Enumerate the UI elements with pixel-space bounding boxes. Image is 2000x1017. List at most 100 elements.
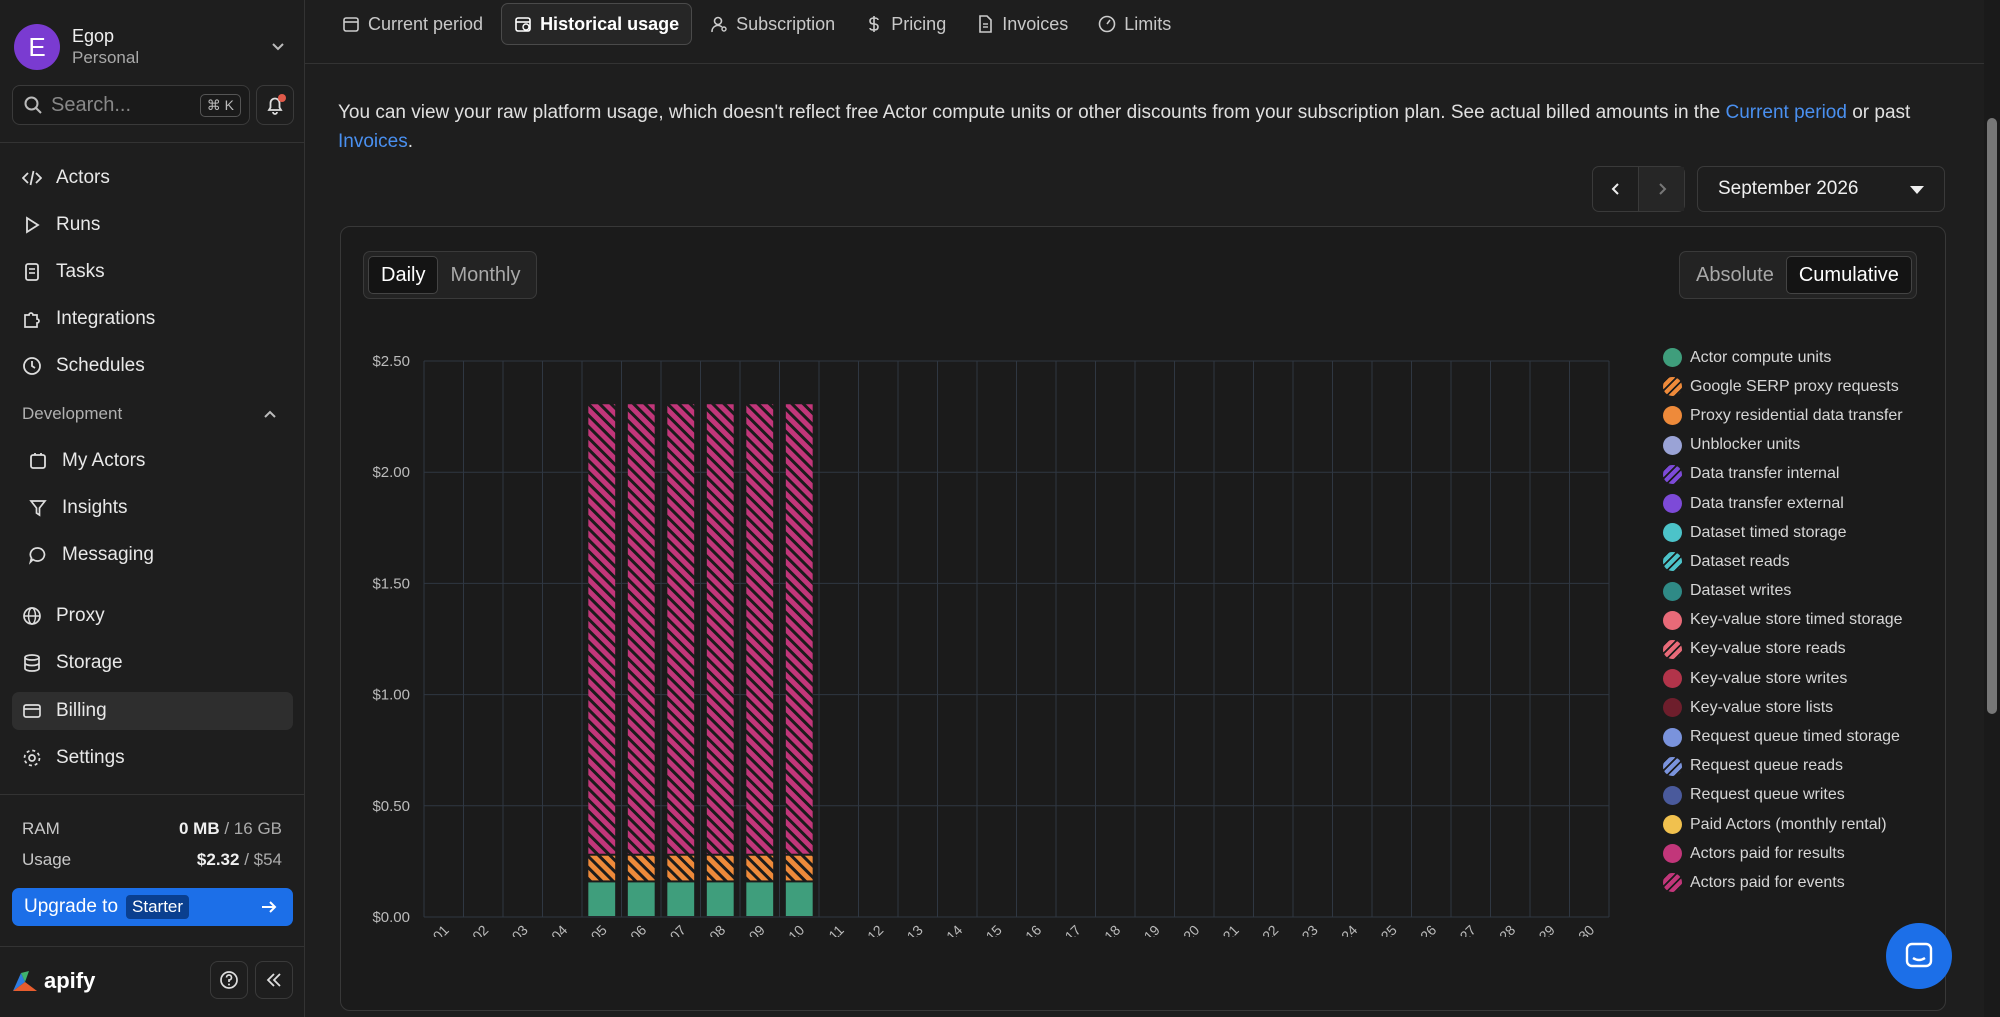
scrollbar[interactable] xyxy=(1984,0,2000,1017)
ram-stat: RAM 0 MB / 16 GB xyxy=(22,819,282,839)
legend-label: Dataset reads xyxy=(1690,552,1790,570)
upgrade-button[interactable]: Upgrade to Starter xyxy=(12,888,293,926)
legend-item[interactable]: Actors paid for events xyxy=(1663,868,1903,897)
current-period-link[interactable]: Current period xyxy=(1725,102,1847,123)
nav-insights[interactable]: Insights xyxy=(12,489,293,527)
legend-label: Google SERP proxy requests xyxy=(1690,377,1899,395)
chevron-up-icon[interactable] xyxy=(260,404,280,424)
legend-label: Dataset writes xyxy=(1690,582,1792,600)
account-switcher[interactable]: E Egop Personal xyxy=(14,22,294,72)
apify-logo[interactable]: apify xyxy=(12,968,95,994)
bar-segment xyxy=(706,855,734,881)
y-tick-label: $2.50 xyxy=(372,353,410,370)
bar-segment xyxy=(627,404,655,854)
chevron-left-icon xyxy=(1611,183,1619,195)
nav-integrations[interactable]: Integrations xyxy=(12,300,293,338)
divider xyxy=(0,142,305,143)
cumulative-option[interactable]: Cumulative xyxy=(1785,256,1912,294)
month-select[interactable]: September 2026 xyxy=(1697,166,1945,212)
bar-segment xyxy=(746,404,774,854)
tab-subscription[interactable]: Subscription xyxy=(698,3,847,45)
collapse-sidebar-button[interactable] xyxy=(255,961,293,999)
legend-item[interactable]: Actors paid for results xyxy=(1663,839,1903,868)
legend-item[interactable]: Key-value store lists xyxy=(1663,693,1903,722)
previous-month-button[interactable] xyxy=(1593,167,1639,211)
legend-item[interactable]: Dataset writes xyxy=(1663,577,1903,606)
gauge-icon xyxy=(1098,15,1116,33)
chart-legend: Actor compute units Google SERP proxy req… xyxy=(1663,343,1903,898)
tab-invoices[interactable]: Invoices xyxy=(964,3,1080,45)
absolute-option[interactable]: Absolute xyxy=(1696,263,1774,286)
help-button[interactable] xyxy=(210,961,248,999)
legend-item[interactable]: Proxy residential data transfer xyxy=(1663,401,1903,430)
billing-tabs: Current period Historical usage Subscrip… xyxy=(330,2,1189,46)
tab-pricing[interactable]: Pricing xyxy=(853,3,958,45)
legend-item[interactable]: Dataset timed storage xyxy=(1663,518,1903,547)
nav-billing[interactable]: Billing xyxy=(12,692,293,730)
tab-label: Historical usage xyxy=(540,13,680,34)
nav-tasks[interactable]: Tasks xyxy=(12,253,293,291)
upgrade-label: Upgrade to xyxy=(24,896,119,917)
section-development[interactable]: Development xyxy=(22,404,123,423)
legend-item[interactable]: Key-value store timed storage xyxy=(1663,606,1903,635)
legend-item[interactable]: Data transfer internal xyxy=(1663,460,1903,489)
invoices-link[interactable]: Invoices xyxy=(338,131,408,152)
legend-label: Actors paid for events xyxy=(1690,873,1845,891)
bar-segment xyxy=(588,882,616,916)
bar-segment xyxy=(667,855,695,881)
legend-swatch xyxy=(1663,348,1682,368)
intro-text-part: . xyxy=(407,131,413,152)
notifications-button[interactable] xyxy=(256,85,294,125)
legend-item[interactable]: Request queue reads xyxy=(1663,752,1903,781)
daily-option[interactable]: Daily xyxy=(368,256,439,294)
legend-swatch xyxy=(1663,406,1682,426)
nav-runs[interactable]: Runs xyxy=(12,206,293,244)
legend-item[interactable]: Request queue writes xyxy=(1663,781,1903,810)
legend-label: Actor compute units xyxy=(1690,348,1832,366)
dollar-icon xyxy=(869,16,879,32)
nav-actors[interactable]: Actors xyxy=(12,159,293,197)
legend-item[interactable]: Key-value store reads xyxy=(1663,635,1903,664)
tab-limits[interactable]: Limits xyxy=(1086,3,1183,45)
search-input[interactable] xyxy=(51,93,191,117)
legend-swatch xyxy=(1663,494,1682,514)
nav-proxy[interactable]: Proxy xyxy=(12,597,293,635)
logo-text: apify xyxy=(44,968,96,993)
nav-messaging[interactable]: Messaging xyxy=(12,536,293,574)
legend-item[interactable]: Dataset reads xyxy=(1663,547,1903,576)
legend-item[interactable]: Data transfer external xyxy=(1663,489,1903,518)
bar-segment xyxy=(706,404,734,854)
question-icon xyxy=(220,971,238,989)
tab-current-period[interactable]: Current period xyxy=(330,3,495,45)
legend-item[interactable]: Request queue timed storage xyxy=(1663,722,1903,751)
legend-item[interactable]: Google SERP proxy requests xyxy=(1663,372,1903,401)
scrollbar-thumb[interactable] xyxy=(1987,118,1997,714)
legend-label: Proxy residential data transfer xyxy=(1690,406,1903,424)
nav-schedules[interactable]: Schedules xyxy=(12,347,293,385)
tab-label: Current period xyxy=(368,13,484,34)
legend-item[interactable]: Key-value store writes xyxy=(1663,664,1903,693)
bar-segment xyxy=(785,855,813,881)
nav-storage[interactable]: Storage xyxy=(12,644,293,682)
y-tick-label: $0.00 xyxy=(372,909,410,926)
ram-label: RAM xyxy=(22,819,60,838)
user-settings-icon xyxy=(711,16,727,33)
legend-swatch xyxy=(1663,581,1682,601)
legend-item[interactable]: Actor compute units xyxy=(1663,343,1903,372)
legend-swatch xyxy=(1663,639,1682,659)
legend-swatch xyxy=(1663,669,1682,689)
ram-used: 0 MB xyxy=(179,819,220,838)
next-month-button[interactable] xyxy=(1639,167,1684,211)
nav-my-actors[interactable]: My Actors xyxy=(12,442,293,480)
legend-item[interactable]: Unblocker units xyxy=(1663,431,1903,460)
monthly-option[interactable]: Monthly xyxy=(450,263,521,286)
tab-historical-usage[interactable]: Historical usage xyxy=(501,3,693,45)
search-box[interactable]: ⌘ K xyxy=(12,85,250,125)
nav-settings[interactable]: Settings xyxy=(12,739,293,777)
bar-segment xyxy=(667,404,695,854)
arrow-right-icon xyxy=(262,901,277,913)
chat-widget-button[interactable] xyxy=(1886,923,1952,989)
chevron-right-icon xyxy=(1658,183,1666,195)
legend-item[interactable]: Paid Actors (monthly rental) xyxy=(1663,810,1903,839)
divider xyxy=(0,794,305,795)
